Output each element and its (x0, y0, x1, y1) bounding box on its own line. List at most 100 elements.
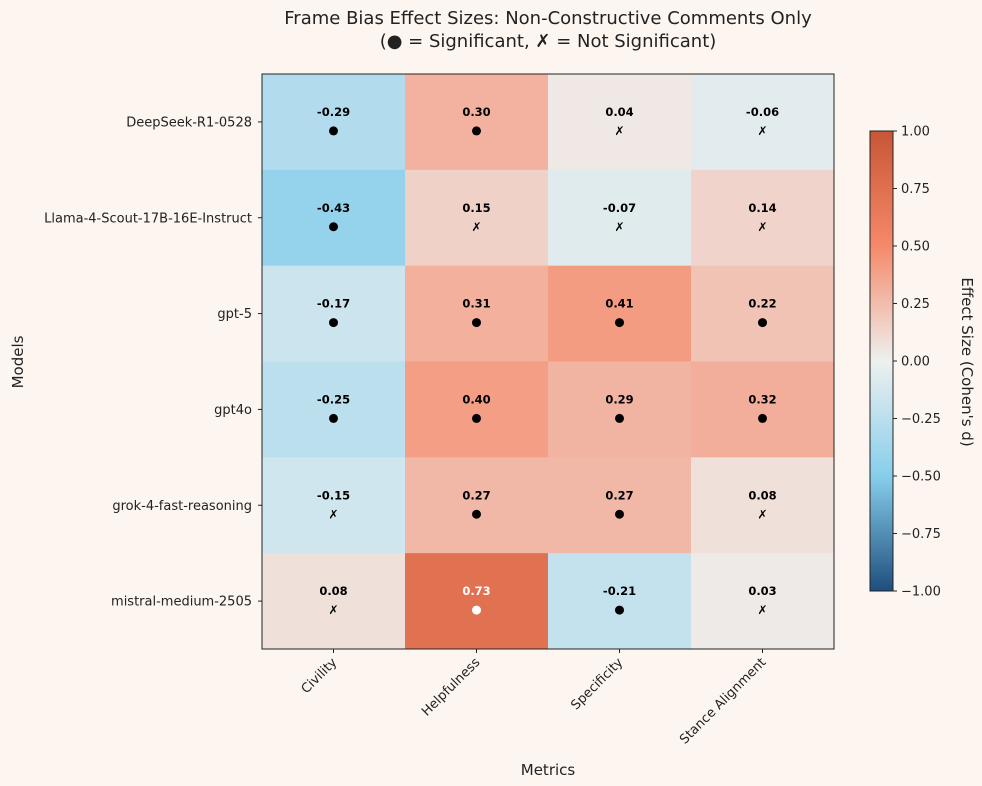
heatmap-cell (548, 169, 692, 267)
heatmap-cell (691, 265, 835, 362)
significant-marker (758, 318, 767, 328)
cell-value-label: -0.17 (317, 297, 350, 311)
significant-marker (615, 318, 624, 328)
chart-title-line-2: (● = Significant, ✗ = Not Significant) (380, 31, 717, 52)
colorbar-tick-label: −1.00 (901, 585, 941, 600)
cell-value-label: 0.27 (462, 488, 490, 502)
y-axis-label: Models (9, 335, 27, 388)
heatmap-cell (405, 169, 549, 267)
colorbar-ticks: −1.00 −0.75 −0.50 −0.25 0.00 0.25 0.50 0.75 1.00 (893, 125, 941, 600)
cell-value-label: 0.31 (462, 297, 490, 311)
significant-marker (329, 126, 338, 136)
cell-value-label: 0.27 (605, 488, 633, 502)
significant-marker (472, 318, 481, 328)
not-significant-marker: ✗ (614, 220, 624, 234)
heatmap-cell (405, 457, 549, 554)
heatmap-cell (262, 553, 406, 650)
not-significant-marker: ✗ (757, 507, 767, 521)
not-significant-marker: ✗ (471, 220, 481, 234)
heatmap-cells: -0.29 0.30 0.04 ✗ -0.06 ✗ -0.43 0.15 ✗ -0.07 ✗ 0.14… (262, 74, 835, 650)
cell-value-label: -0.43 (317, 201, 350, 215)
colorbar-tick-label: 0.00 (901, 355, 930, 370)
heatmap-cell (548, 457, 692, 554)
y-tick-label: DeepSeek-R1-0528 (126, 115, 252, 130)
significant-marker (615, 413, 624, 423)
heatmap-cell (405, 361, 549, 458)
heatmap-cell (262, 265, 406, 362)
colorbar-label: Effect Size (Cohen's d) (958, 277, 976, 446)
x-axis-label: Metrics (521, 761, 576, 779)
not-significant-marker: ✗ (757, 220, 767, 234)
chart-title-line-1: Frame Bias Effect Sizes: Non-Constructiv… (284, 8, 812, 29)
not-significant-marker: ✗ (757, 603, 767, 617)
heatmap-cell (691, 553, 835, 650)
cell-value-label: 0.03 (748, 584, 776, 598)
cell-value-label: 0.29 (605, 392, 633, 406)
cell-value-label: -0.06 (746, 105, 779, 119)
significant-marker (472, 413, 481, 423)
heatmap-cell (262, 361, 406, 458)
cell-value-label: -0.15 (317, 488, 350, 502)
colorbar-tick-label: −0.25 (901, 412, 941, 427)
y-tick-label: grok-4-fast-reasoning (112, 499, 252, 514)
heatmap-cell (262, 169, 406, 267)
not-significant-marker: ✗ (614, 124, 624, 138)
significant-marker (329, 318, 338, 328)
cell-value-label: 0.22 (748, 297, 776, 311)
heatmap-cell (262, 457, 406, 554)
cell-value-label: 0.15 (462, 201, 490, 215)
colorbar-tick-label: 1.00 (901, 125, 930, 140)
heatmap-cell (691, 169, 835, 267)
heatmap-cell (405, 74, 549, 171)
cell-value-label: -0.07 (603, 201, 636, 215)
plot-frame (261, 73, 835, 650)
colorbar-tick-label: −0.75 (901, 527, 941, 542)
not-significant-marker: ✗ (328, 507, 338, 521)
cell-value-label: 0.32 (748, 392, 776, 406)
cell-value-label: 0.41 (605, 297, 633, 311)
y-tick-label: mistral-medium-2505 (111, 595, 252, 610)
heatmap-cell (548, 74, 692, 171)
significant-marker (329, 413, 338, 423)
y-tick-label: gpt4o (214, 403, 252, 418)
not-significant-marker: ✗ (757, 124, 767, 138)
cell-value-label: -0.21 (603, 584, 636, 598)
significant-marker (472, 509, 481, 519)
significant-marker (615, 605, 624, 615)
cell-value-label: 0.08 (748, 488, 776, 502)
cell-value-label: -0.29 (317, 105, 350, 119)
colorbar (869, 130, 894, 592)
cell-value-label: 0.14 (748, 201, 776, 215)
x-tick-label: Helpfulness (419, 655, 483, 719)
heatmap-cell (405, 265, 549, 362)
cell-value-label: 0.73 (462, 584, 490, 598)
heatmap-cell (548, 361, 692, 458)
heatmap-cell (262, 74, 406, 171)
x-tick-label: Civility (299, 655, 341, 697)
y-tick-labels: DeepSeek-R1-0528 Llama-4-Scout-17B-16E-In… (44, 115, 262, 610)
heatmap-cell (548, 265, 692, 362)
cell-value-label: 0.08 (319, 584, 347, 598)
x-tick-label: Stance Alignment (677, 655, 769, 747)
not-significant-marker: ✗ (328, 603, 338, 617)
cell-value-label: 0.04 (605, 105, 633, 119)
colorbar-tick-label: 0.75 (901, 182, 930, 197)
y-tick-label: gpt-5 (217, 307, 252, 322)
significant-marker (329, 222, 338, 232)
x-tick-label: Specificity (568, 655, 626, 713)
colorbar-tick-label: −0.50 (901, 470, 941, 485)
significant-marker (472, 605, 481, 615)
cell-value-label: 0.40 (462, 392, 490, 406)
heatmap-cell (691, 457, 835, 554)
significant-marker (758, 413, 767, 423)
cell-value-label: 0.30 (462, 105, 490, 119)
colorbar-tick-label: 0.50 (901, 240, 930, 255)
heatmap-cell (405, 553, 549, 650)
x-tick-labels: Civility Helpfulness Specificity Stance Ali… (299, 649, 769, 747)
heatmap-cell (548, 553, 692, 650)
cell-value-label: -0.25 (317, 392, 350, 406)
significant-marker (472, 126, 481, 136)
significant-marker (615, 509, 624, 519)
colorbar-tick-label: 0.25 (901, 297, 930, 312)
